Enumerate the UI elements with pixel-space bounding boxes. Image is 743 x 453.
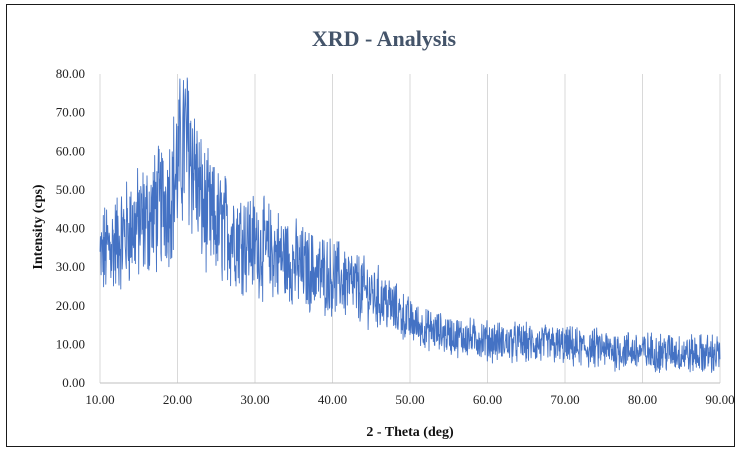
y-tick-label: 50.00	[56, 182, 85, 197]
y-tick-label: 30.00	[56, 259, 85, 274]
x-axis-label: 2 - Theta (deg)	[366, 425, 454, 440]
x-tick-label: 80.00	[628, 392, 657, 407]
y-tick-label: 70.00	[56, 105, 85, 120]
x-tick-label: 50.00	[395, 392, 424, 407]
x-tick-label: 90.00	[705, 392, 734, 407]
y-tick-labels: 0.00 10.00 20.00 30.00 40.00 50.00 60.00 70.00 8…	[56, 66, 85, 390]
series-layer	[99, 77, 721, 373]
y-tick-label: 40.00	[56, 221, 85, 236]
y-tick-label: 60.00	[56, 143, 85, 158]
y-tick-label: 20.00	[56, 298, 85, 313]
x-tick-label: 20.00	[163, 392, 192, 407]
x-tick-label: 10.00	[85, 392, 114, 407]
x-tick-label: 60.00	[473, 392, 502, 407]
x-tick-label: 40.00	[318, 392, 347, 407]
y-tick-label: 10.00	[56, 336, 85, 351]
intensity-series-line	[99, 77, 721, 373]
y-tick-label: 0.00	[62, 375, 85, 390]
y-axis-label: Intensity (cps)	[31, 184, 46, 270]
x-tick-label: 70.00	[550, 392, 579, 407]
y-tick-label: 80.00	[56, 66, 85, 81]
x-tick-labels: 10.00 20.00 30.00 40.00 50.00 60.00 70.00 80.00…	[85, 392, 734, 407]
chart-title: XRD - Analysis	[312, 26, 457, 51]
x-tick-label: 30.00	[240, 392, 269, 407]
